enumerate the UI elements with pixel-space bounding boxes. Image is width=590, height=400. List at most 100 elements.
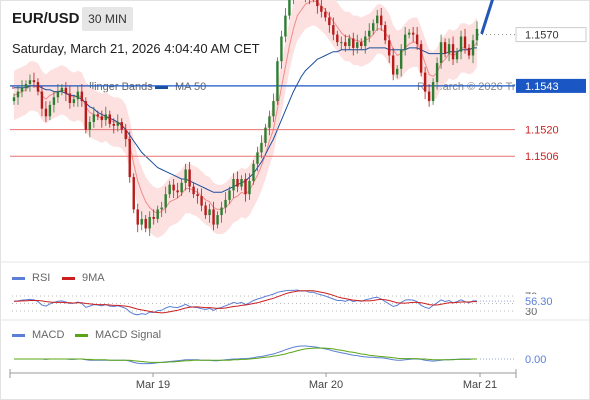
candle-body [40, 91, 44, 109]
candle-body [272, 101, 275, 117]
candle-body [419, 44, 423, 73]
candle-body [44, 108, 48, 117]
x-tick-label-0: Mar 19 [136, 379, 170, 391]
candle-body [204, 205, 207, 216]
candle-body [212, 209, 215, 225]
candle-body [84, 101, 88, 130]
ma50-swatch [155, 85, 168, 89]
candle-body [356, 42, 359, 48]
candle-body [60, 87, 64, 92]
candle-body [284, 15, 287, 37]
candle-body [415, 34, 419, 45]
legend-ma50: MA 50 [155, 81, 206, 93]
forecast-arrow-shaft [480, 0, 494, 35]
rsi-ma-line [14, 290, 477, 314]
candle-body [36, 82, 40, 92]
candle-body [140, 218, 143, 225]
candle-body [176, 190, 179, 193]
candle-body [316, 0, 319, 7]
candle-body [264, 127, 267, 143]
candle-body [340, 42, 343, 44]
candle-body [76, 91, 80, 100]
candle-body [24, 84, 28, 88]
candle-body [451, 44, 455, 60]
candle-body [96, 114, 100, 117]
rsi-ma-swatch [62, 276, 75, 280]
candle-body [288, 0, 291, 16]
candle-body [256, 152, 259, 164]
candle-body [463, 36, 467, 48]
candle-body [324, 11, 327, 18]
macd-signal-legend-label: MACD Signal [95, 329, 162, 341]
candle-body [364, 36, 367, 46]
rsi-current-value: 56.30 [525, 296, 553, 308]
candle-body [172, 184, 175, 191]
macd-line [14, 345, 477, 365]
candle-body [395, 68, 399, 75]
candle-body [136, 209, 139, 225]
candle-body [184, 169, 187, 183]
candle-body [120, 122, 123, 130]
current-tag-box [515, 27, 587, 43]
ma50-legend-label: MA 50 [175, 81, 207, 93]
legend-macd-signal: MACD Signal [75, 329, 161, 341]
candle-body [320, 6, 323, 12]
candle-body [372, 23, 375, 31]
candle-body [64, 87, 68, 94]
macd-swatch [12, 333, 25, 337]
candle-body [336, 34, 339, 43]
level-tag-1.1570: 1.1570 [525, 30, 559, 42]
rsi-value-tag-box [516, 294, 556, 309]
candle-body [443, 42, 447, 54]
candle-body [144, 218, 147, 229]
timeframe-badge[interactable]: 30 MIN [82, 7, 133, 31]
level-tag-1.1520: 1.1520 [525, 125, 559, 137]
candle-body [475, 28, 479, 41]
candle-body [108, 114, 111, 124]
candle-body [280, 36, 283, 62]
candle-body [248, 180, 251, 195]
level-tag-1.1543: 1.1543 [525, 81, 559, 93]
candle-body [188, 169, 191, 187]
candle-body [224, 199, 227, 208]
candle-body [12, 97, 16, 102]
candle-body [48, 104, 52, 117]
candle-body [100, 116, 104, 121]
candle-body [92, 114, 96, 122]
candle-body [407, 32, 411, 35]
candle-body [28, 80, 32, 84]
candle-body [348, 38, 351, 46]
legend-rsi-ma: 9MA [62, 272, 105, 284]
candle-body [104, 114, 108, 121]
rsi-legend-label: RSI [32, 272, 51, 284]
candle-body [160, 207, 163, 210]
candle-body [467, 47, 471, 56]
level-tag-1.1506: 1.1506 [525, 151, 559, 163]
chart-header: EUR/USD 30 MIN [0, 0, 590, 36]
candle-body [383, 25, 387, 41]
x-tick-label-2: Mar 21 [463, 379, 497, 391]
candle-body [68, 93, 72, 103]
candle-body [236, 179, 239, 187]
candle-body [268, 116, 271, 128]
macd-signal-line [14, 347, 477, 363]
candle-body [220, 207, 223, 216]
rsi-swatch [12, 276, 25, 280]
candle-body [368, 30, 371, 37]
candle-body [380, 15, 383, 26]
candle-body [80, 91, 84, 102]
macd-current-value: 0.00 [525, 354, 546, 366]
candle-body [411, 32, 415, 35]
candle-body [168, 184, 171, 195]
candle-body [56, 91, 60, 98]
candle-body [192, 186, 195, 195]
candle-body [344, 42, 347, 46]
candle-body [427, 91, 431, 102]
candle-body [252, 163, 255, 181]
candle-body [232, 179, 235, 191]
legend-rsi: RSI [12, 272, 50, 284]
candle-body [156, 209, 159, 219]
candle-body [328, 17, 331, 26]
candle-body [72, 99, 76, 103]
